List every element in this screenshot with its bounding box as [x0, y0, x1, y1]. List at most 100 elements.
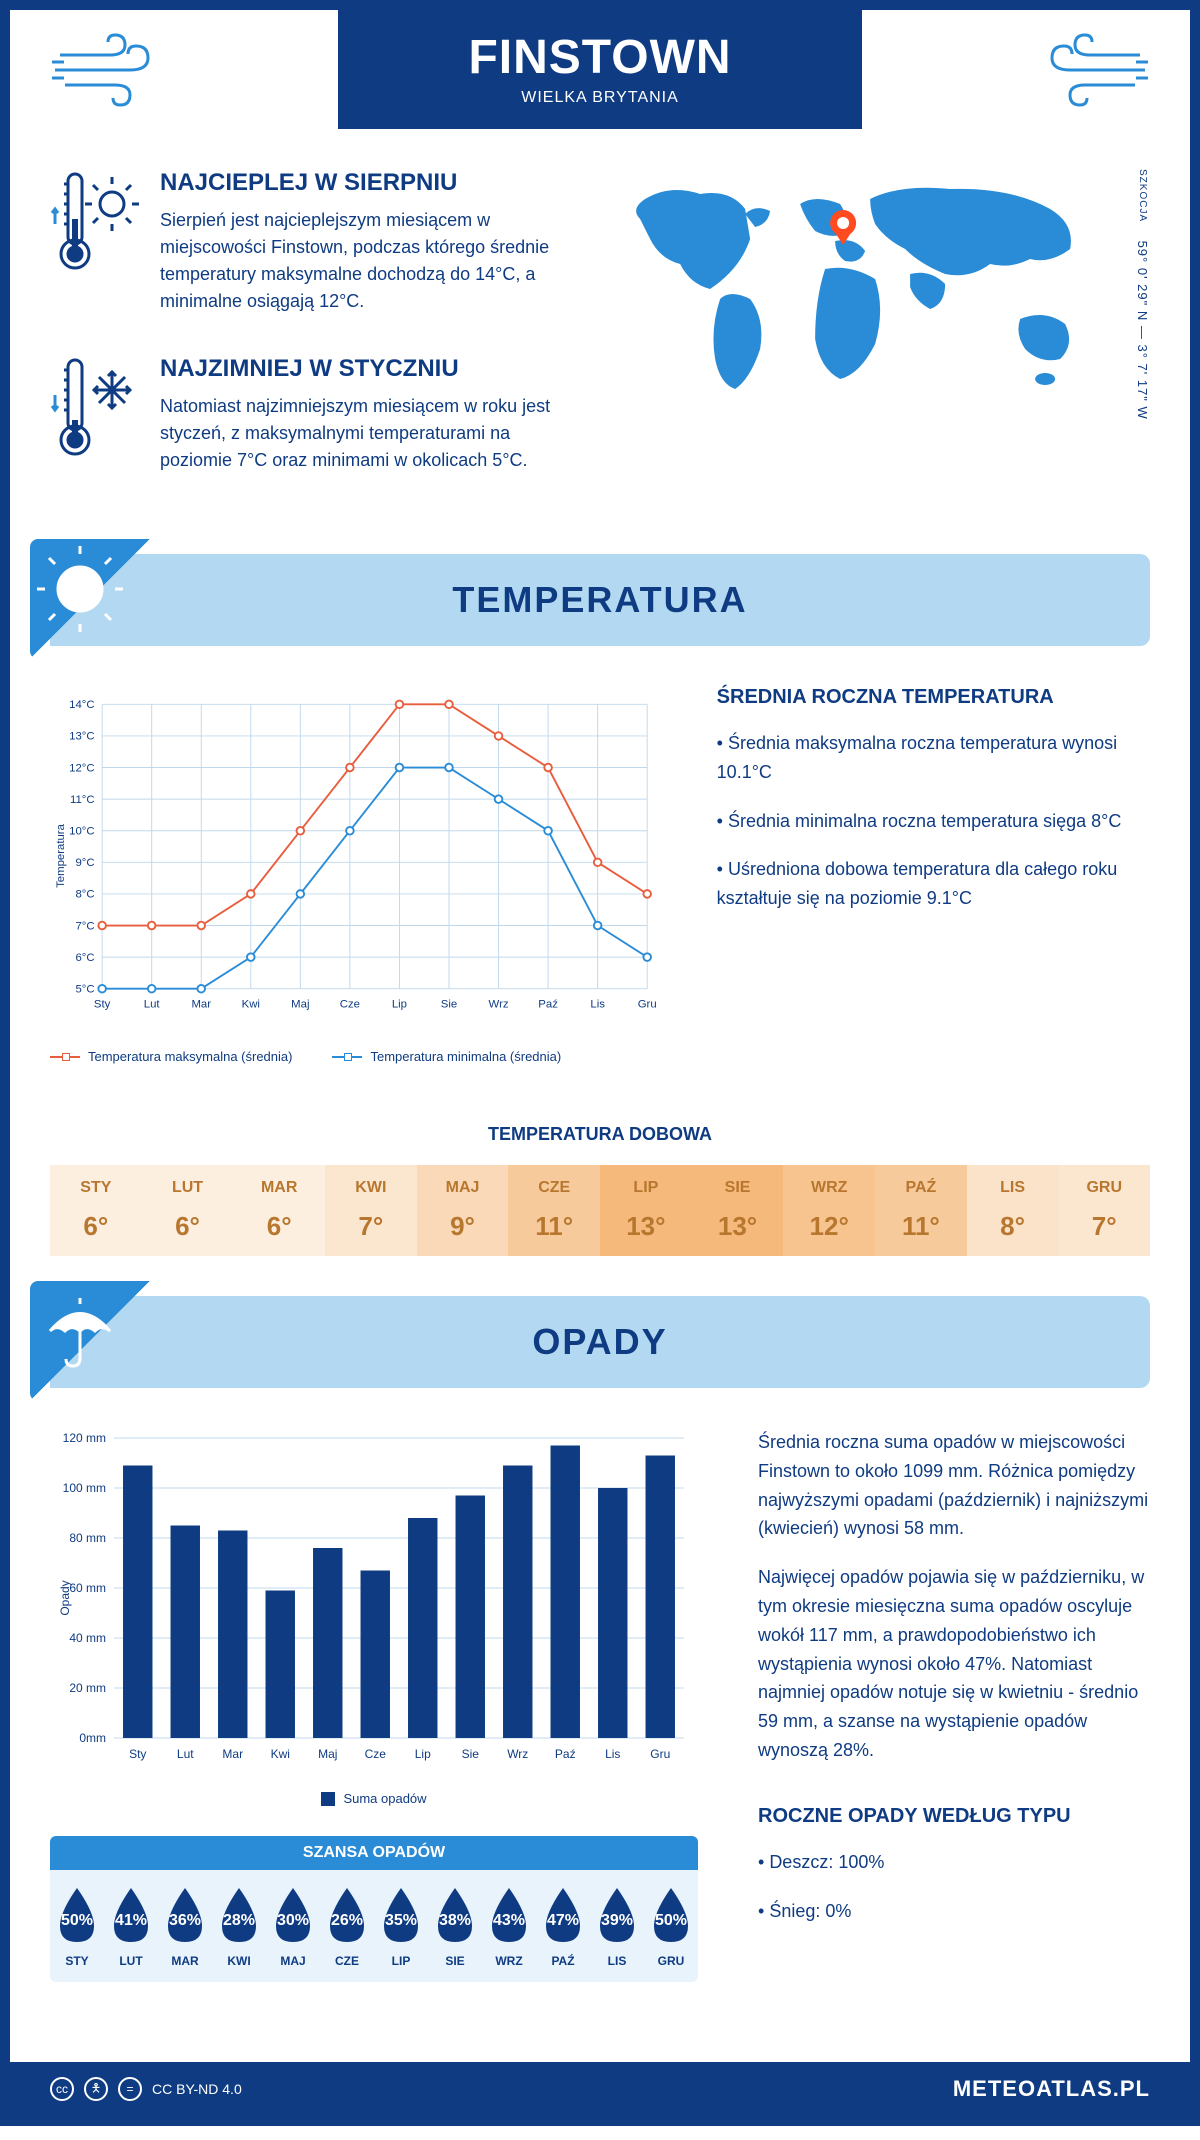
svg-text:Paź: Paź — [538, 999, 558, 1011]
world-map — [595, 169, 1125, 429]
svg-text:Wrz: Wrz — [507, 1747, 528, 1761]
legend-min-label: Temperatura minimalna (średnia) — [370, 1049, 561, 1064]
daily-temp-cell: MAR6° — [233, 1165, 325, 1256]
daily-temp-cell: PAŹ11° — [875, 1165, 967, 1256]
svg-text:9°C: 9°C — [75, 857, 94, 869]
precipitation-title: OPADY — [532, 1321, 667, 1362]
daily-temp-title: TEMPERATURA DOBOWA — [10, 1124, 1190, 1145]
daily-temp-table: STY6°LUT6°MAR6°KWI7°MAJ9°CZE11°LIP13°SIE… — [50, 1165, 1150, 1256]
precipitation-text: Średnia roczna suma opadów w miejscowośc… — [758, 1428, 1150, 1982]
svg-text:Wrz: Wrz — [489, 999, 509, 1011]
svg-text:Mar: Mar — [222, 1747, 243, 1761]
rain-chance-cell: 47%PAŹ — [536, 1884, 590, 1968]
rain-chance: SZANSA OPADÓW 50%STY41%LUT36%MAR28%KWI30… — [50, 1836, 698, 1982]
rain-chance-cell: 39%LIS — [590, 1884, 644, 1968]
daily-temp-cell: WRZ12° — [783, 1165, 875, 1256]
svg-text:10°C: 10°C — [69, 826, 94, 838]
sun-icon — [30, 539, 150, 659]
precip-type-item: Deszcz: 100% — [758, 1848, 1150, 1877]
daily-temp-cell: LIP13° — [600, 1165, 692, 1256]
legend-max-label: Temperatura maksymalna (średnia) — [88, 1049, 292, 1064]
rain-chance-cell: 28%KWI — [212, 1884, 266, 1968]
svg-text:0mm: 0mm — [79, 1731, 106, 1745]
rain-chance-cell: 50%GRU — [644, 1884, 698, 1968]
precip-p2: Najwięcej opadów pojawia się w październ… — [758, 1563, 1150, 1765]
daily-temp-cell: KWI7° — [325, 1165, 417, 1256]
rain-chance-cell: 43%WRZ — [482, 1884, 536, 1968]
rain-chance-cell: 38%SIE — [428, 1884, 482, 1968]
svg-text:Lip: Lip — [415, 1747, 431, 1761]
country-subtitle: WIELKA BRYTANIA — [468, 89, 731, 107]
svg-text:Mar: Mar — [191, 999, 211, 1011]
rain-chance-cell: 50%STY — [50, 1884, 104, 1968]
temp-chart-legend: Temperatura maksymalna (średnia) Tempera… — [50, 1049, 657, 1064]
rain-chance-cell: 35%LIP — [374, 1884, 428, 1968]
temperature-summary: ŚREDNIA ROCZNA TEMPERATURA Średnia maksy… — [717, 686, 1150, 1064]
temp-summary-title: ŚREDNIA ROCZNA TEMPERATURA — [717, 686, 1150, 709]
svg-text:80 mm: 80 mm — [69, 1531, 106, 1545]
temperature-title: TEMPERATURA — [452, 579, 747, 620]
temperature-chart: 5°C6°C7°C8°C9°C10°C11°C12°C13°C14°CStyLu… — [50, 686, 657, 1064]
svg-text:Sie: Sie — [441, 999, 457, 1011]
svg-text:Paź: Paź — [555, 1747, 576, 1761]
footer: cc 🯅 = CC BY-ND 4.0 METEOATLAS.PL — [10, 2062, 1190, 2116]
license-text: CC BY-ND 4.0 — [152, 2081, 242, 2097]
temperature-section-header: TEMPERATURA — [50, 554, 1150, 646]
precip-by-type-title: ROCZNE OPADY WEDŁUG TYPU — [758, 1805, 1150, 1828]
coordinates: SZKOCJA 59° 0' 29" N — 3° 7' 17" W — [1125, 169, 1150, 514]
svg-text:Maj: Maj — [291, 999, 309, 1011]
precipitation-section-header: OPADY — [50, 1296, 1150, 1388]
svg-text:14°C: 14°C — [69, 699, 94, 711]
svg-text:100 mm: 100 mm — [63, 1481, 106, 1495]
svg-text:Lut: Lut — [144, 999, 161, 1011]
svg-text:60 mm: 60 mm — [69, 1581, 106, 1595]
by-icon: 🯅 — [84, 2077, 108, 2101]
svg-text:8°C: 8°C — [75, 889, 94, 901]
rain-chance-title: SZANSA OPADÓW — [50, 1836, 698, 1870]
svg-text:Kwi: Kwi — [242, 999, 260, 1011]
svg-text:Sie: Sie — [462, 1747, 480, 1761]
svg-text:13°C: 13°C — [69, 731, 94, 743]
fact-coldest: NAJZIMNIEJ W STYCZNIU Natomiast najzimni… — [50, 355, 555, 474]
temp-summary-item: Średnia minimalna roczna temperatura się… — [717, 807, 1150, 836]
svg-text:Cze: Cze — [340, 999, 360, 1011]
rain-chance-cell: 30%MAJ — [266, 1884, 320, 1968]
precipitation-chart: 0mm20 mm40 mm60 mm80 mm100 mm120 mmStyLu… — [50, 1428, 698, 1982]
precip-chart-legend: Suma opadów — [50, 1791, 698, 1806]
rain-chance-cell: 41%LUT — [104, 1884, 158, 1968]
svg-text:Cze: Cze — [365, 1747, 387, 1761]
rain-chance-cell: 26%CZE — [320, 1884, 374, 1968]
svg-text:120 mm: 120 mm — [63, 1431, 106, 1445]
svg-text:12°C: 12°C — [69, 762, 94, 774]
wind-icon-left — [50, 30, 170, 110]
coords-text: 59° 0' 29" N — 3° 7' 17" W — [1135, 241, 1150, 420]
daily-temp-cell: SIE13° — [692, 1165, 784, 1256]
svg-text:20 mm: 20 mm — [69, 1681, 106, 1695]
daily-temp-cell: GRU7° — [1058, 1165, 1150, 1256]
legend-precip-label: Suma opadów — [343, 1791, 426, 1806]
svg-text:Maj: Maj — [318, 1747, 337, 1761]
svg-text:Temperatura: Temperatura — [55, 823, 67, 887]
svg-text:Lut: Lut — [177, 1747, 194, 1761]
svg-text:Opady: Opady — [58, 1580, 72, 1615]
temp-summary-item: Średnia maksymalna roczna temperatura wy… — [717, 729, 1150, 787]
precip-p1: Średnia roczna suma opadów w miejscowośc… — [758, 1428, 1150, 1543]
precip-type-item: Śnieg: 0% — [758, 1897, 1150, 1926]
cc-icon: cc — [50, 2077, 74, 2101]
svg-text:5°C: 5°C — [75, 984, 94, 996]
fact-warm-text: Sierpień jest najcieplejszym miesiącem w… — [160, 207, 555, 315]
fact-cold-text: Natomiast najzimniejszym miesiącem w rok… — [160, 393, 555, 474]
svg-text:6°C: 6°C — [75, 952, 94, 964]
fact-cold-title: NAJZIMNIEJ W STYCZNIU — [160, 355, 555, 383]
svg-text:Sty: Sty — [94, 999, 111, 1011]
svg-text:7°C: 7°C — [75, 920, 94, 932]
svg-text:Gru: Gru — [650, 1747, 670, 1761]
title-banner: FINSTOWN WIELKA BRYTANIA — [338, 10, 861, 129]
header: FINSTOWN WIELKA BRYTANIA — [10, 10, 1190, 129]
nd-icon: = — [118, 2077, 142, 2101]
intro-section: NAJCIEPLEJ W SIERPNIU Sierpień jest najc… — [10, 129, 1190, 554]
svg-text:40 mm: 40 mm — [69, 1631, 106, 1645]
daily-temp-cell: MAJ9° — [417, 1165, 509, 1256]
city-title: FINSTOWN — [468, 30, 731, 85]
svg-text:Gru: Gru — [638, 999, 657, 1011]
